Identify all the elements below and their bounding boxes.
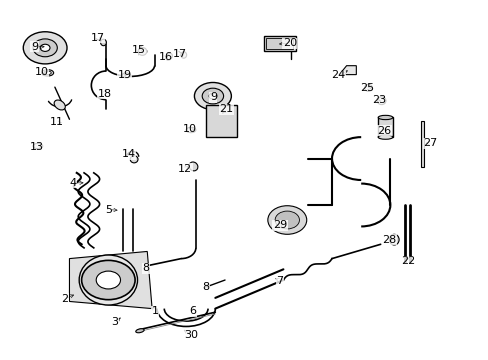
- Text: 12: 12: [178, 163, 192, 174]
- Text: 21: 21: [219, 104, 233, 114]
- Text: 3: 3: [111, 317, 119, 327]
- Ellipse shape: [41, 69, 54, 76]
- Text: 1: 1: [151, 306, 158, 316]
- Circle shape: [275, 211, 299, 229]
- Text: 9: 9: [209, 92, 217, 102]
- Ellipse shape: [186, 127, 196, 133]
- Ellipse shape: [388, 234, 398, 245]
- Text: 6: 6: [188, 306, 196, 316]
- Text: 27: 27: [423, 138, 437, 148]
- Text: 8: 8: [142, 263, 149, 273]
- Text: 5: 5: [104, 204, 112, 215]
- Text: 24: 24: [330, 70, 345, 80]
- Ellipse shape: [54, 100, 65, 110]
- Text: 9: 9: [31, 42, 38, 52]
- Circle shape: [40, 44, 50, 51]
- Ellipse shape: [165, 53, 172, 60]
- Bar: [266, 38, 292, 49]
- Ellipse shape: [101, 39, 106, 46]
- Ellipse shape: [377, 135, 392, 139]
- Ellipse shape: [122, 73, 130, 78]
- Text: 16: 16: [159, 53, 172, 63]
- Text: 8: 8: [202, 282, 209, 292]
- Ellipse shape: [376, 97, 385, 105]
- Circle shape: [81, 260, 135, 300]
- Text: 10: 10: [35, 67, 49, 77]
- Text: 26: 26: [377, 126, 391, 136]
- Text: 4: 4: [70, 178, 77, 188]
- Ellipse shape: [130, 156, 138, 163]
- Ellipse shape: [33, 143, 42, 149]
- Circle shape: [208, 93, 216, 99]
- Text: 23: 23: [372, 95, 386, 105]
- Circle shape: [267, 206, 306, 234]
- Text: 30: 30: [183, 330, 198, 340]
- Text: 7: 7: [276, 276, 283, 286]
- Text: 29: 29: [272, 220, 286, 230]
- Ellipse shape: [79, 255, 137, 305]
- Text: 10: 10: [182, 124, 196, 134]
- Text: 20: 20: [282, 38, 296, 48]
- Circle shape: [96, 271, 120, 289]
- Polygon shape: [69, 251, 152, 309]
- Text: 17: 17: [90, 33, 104, 43]
- Text: 15: 15: [132, 45, 146, 55]
- Ellipse shape: [44, 71, 51, 75]
- Ellipse shape: [181, 52, 186, 58]
- Ellipse shape: [377, 115, 392, 120]
- Circle shape: [202, 88, 223, 104]
- Circle shape: [33, 39, 57, 57]
- Text: 19: 19: [117, 70, 131, 80]
- Circle shape: [23, 32, 67, 64]
- Text: 2: 2: [61, 294, 68, 304]
- Ellipse shape: [189, 162, 198, 171]
- Ellipse shape: [138, 48, 146, 55]
- Circle shape: [89, 266, 127, 294]
- Bar: [205, 105, 237, 137]
- Text: 13: 13: [30, 142, 44, 152]
- Text: 14: 14: [122, 149, 136, 159]
- Circle shape: [194, 82, 231, 110]
- Ellipse shape: [364, 84, 372, 91]
- Text: 17: 17: [173, 49, 187, 59]
- Bar: [420, 121, 424, 167]
- Bar: [377, 117, 392, 137]
- Text: 22: 22: [400, 256, 414, 266]
- Ellipse shape: [136, 329, 144, 333]
- Text: 11: 11: [49, 117, 63, 127]
- Text: 25: 25: [360, 83, 374, 93]
- Text: 18: 18: [98, 89, 112, 99]
- Polygon shape: [339, 66, 356, 75]
- Text: 28: 28: [382, 235, 396, 245]
- Bar: [264, 36, 295, 51]
